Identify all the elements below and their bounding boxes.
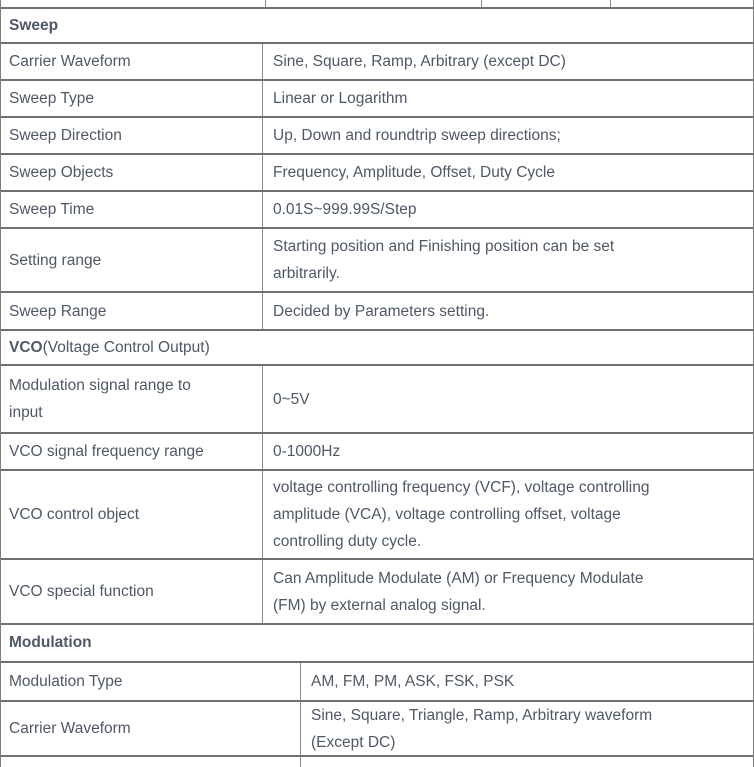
section-header-modulation: Modulation: [1, 625, 753, 663]
spec-label: Carrier Waveform: [1, 44, 263, 79]
spec-value: Sine, Square, Ramp, Arbitrary (except DC…: [273, 53, 566, 70]
partial-cell: [482, 0, 611, 7]
spec-value: Starting position and Finishing position…: [273, 238, 615, 282]
spec-value: voltage controlling frequency (VCF), vol…: [273, 479, 650, 550]
section-title: Modulation: [9, 634, 92, 651]
spec-label: Sweep Type: [1, 81, 263, 116]
spec-label: VCO signal frequency range: [1, 434, 263, 469]
spec-label: VCO control object: [1, 471, 263, 558]
spec-label: Modulation signal range to input: [1, 366, 263, 432]
partial-row-bottom: [1, 757, 753, 767]
spec-value: AM, FM, PM, ASK, FSK, PSK: [311, 673, 515, 690]
spec-row-modulation-signal-range: Modulation signal range to input 0~5V: [1, 366, 753, 434]
spec-label: VCO special function: [1, 560, 263, 623]
spec-value: Up, Down and roundtrip sweep directions;: [273, 127, 561, 144]
spec-value: 0~5V: [273, 390, 310, 408]
spec-row-modulation-type: Modulation Type AM, FM, PM, ASK, FSK, PS…: [1, 663, 753, 702]
partial-cell: [611, 0, 753, 7]
spec-label: Sweep Objects: [1, 155, 263, 190]
partial-cell: [1, 0, 266, 7]
spec-value: Decided by Parameters setting.: [273, 302, 490, 320]
spec-row-vco-special-function: VCO special function Can Amplitude Modul…: [1, 560, 753, 625]
section-title: Sweep: [9, 16, 59, 34]
spec-label: Sweep Direction: [1, 118, 263, 153]
spec-row-sweep-objects: Sweep Objects Frequency, Amplitude, Offs…: [1, 155, 753, 192]
partial-cell: [1, 757, 301, 767]
partial-cell: [301, 757, 753, 767]
partial-row-top: [1, 0, 753, 9]
spec-row-sweep-type: Sweep Type Linear or Logarithm: [1, 81, 753, 118]
spec-label: Sweep Range: [1, 293, 263, 329]
section-title-suffix: (Voltage Control Output): [42, 338, 210, 356]
spec-row-sweep-time: Sweep Time 0.01S~999.99S/Step: [1, 192, 753, 229]
spec-row-vco-control-object: VCO control object voltage controlling f…: [1, 471, 753, 560]
spec-value: Linear or Logarithm: [273, 90, 408, 107]
spec-label: Modulation Type: [1, 663, 301, 700]
spec-row-carrier-waveform-modulation: Carrier Waveform Sine, Square, Triangle,…: [1, 702, 753, 757]
spec-row-carrier-waveform: Carrier Waveform Sine, Square, Ramp, Arb…: [1, 44, 753, 81]
spec-row-sweep-direction: Sweep Direction Up, Down and roundtrip s…: [1, 118, 753, 155]
spec-row-vco-signal-frequency-range: VCO signal frequency range 0-1000Hz: [1, 434, 753, 471]
spec-row-sweep-range: Sweep Range Decided by Parameters settin…: [1, 293, 753, 331]
spec-label: Carrier Waveform: [1, 702, 301, 755]
spec-label: Setting range: [1, 229, 263, 291]
spec-value: Sine, Square, Triangle, Ramp, Arbitrary …: [311, 706, 653, 751]
section-header-vco: VCO (Voltage Control Output): [1, 331, 753, 366]
spec-value: Frequency, Amplitude, Offset, Duty Cycle: [273, 164, 555, 181]
spec-row-setting-range: Setting range Starting position and Fini…: [1, 229, 753, 293]
partial-cell: [266, 0, 482, 7]
spec-value: 0.01S~999.99S/Step: [273, 201, 417, 218]
spec-value: 0-1000Hz: [273, 443, 341, 460]
section-title: VCO: [9, 338, 43, 356]
spec-label: Sweep Time: [1, 192, 263, 227]
section-header-sweep: Sweep: [1, 9, 753, 44]
spec-value: Can Amplitude Modulate (AM) or Frequency…: [273, 569, 644, 614]
